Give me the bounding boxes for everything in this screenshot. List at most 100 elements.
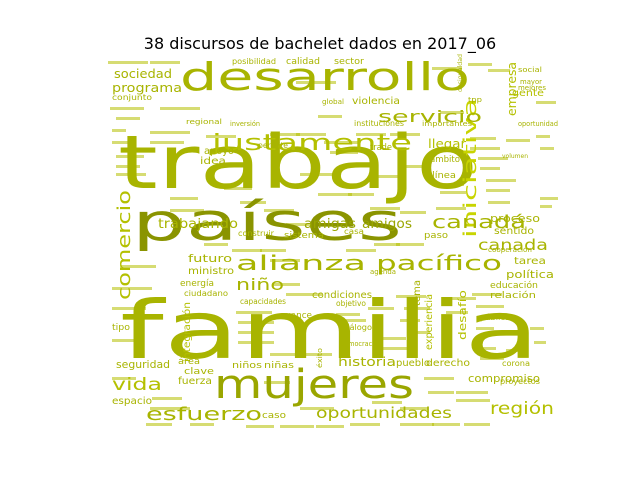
cloud-word: mejores [518,84,546,92]
filler-word-mark [356,133,386,136]
cloud-word: diálogo [342,323,372,332]
cloud-word: compromiso [468,372,540,385]
filler-word-mark [476,305,504,308]
cloud-word: niños [232,361,262,371]
filler-word-mark [506,349,522,352]
filler-word-mark [116,117,140,120]
cloud-word: desarrollo [180,55,470,99]
filler-word-mark [246,425,274,428]
filler-word-mark [400,211,426,214]
filler-word-mark [146,423,172,426]
cloud-word: pública [480,313,510,322]
filler-word-mark [440,183,464,186]
filler-word-mark [272,283,300,286]
cloud-word: espacio [112,396,152,407]
cloud-word: casa [344,227,364,236]
filler-word-mark [540,205,552,208]
filler-word-mark [380,347,414,350]
cloud-word: importantes [422,120,472,128]
filler-word-mark [224,187,252,190]
filler-word-mark [488,201,510,204]
cloud-word: posibilidad [232,57,276,66]
filler-word-mark [110,107,144,110]
cloud-word: oportunidades [316,404,452,422]
filler-word-mark [370,207,400,210]
filler-word-mark [238,321,274,324]
filler-word-mark [476,347,496,350]
filler-word-mark [348,193,374,196]
filler-word-mark [472,293,502,296]
filler-word-mark [470,137,496,140]
filler-word-mark [170,197,198,200]
filler-word-mark [396,295,426,298]
cloud-word: ciudadano [184,289,228,298]
cloud-word: democracia [340,340,378,348]
filler-word-mark [270,353,304,356]
filler-word-mark [424,377,454,380]
filler-word-mark [238,341,274,344]
cloud-word: futuro [188,252,232,265]
cloud-word: sociedad [114,67,172,81]
cloud-word: inversión [230,120,260,128]
cloud-word: sector [334,57,364,67]
cloud-word: tpp [468,96,483,104]
filler-word-mark [432,67,462,70]
cloud-word: clave [184,367,215,377]
cloud-word: derecho [426,358,470,369]
filler-word-mark [286,223,316,226]
filler-word-mark [116,173,146,176]
cloud-word: avance [280,311,312,321]
filler-word-mark [486,189,510,192]
filler-word-mark [378,337,406,340]
filler-word-mark [534,341,546,344]
cloud-word: región [490,399,554,419]
filler-word-mark [318,115,342,118]
cloud-word: línea [432,171,456,181]
filler-word-mark [238,331,274,334]
cloud-word: proceso [490,212,540,225]
filler-word-mark [350,423,380,426]
filler-word-mark [150,61,180,64]
filler-word-mark [470,147,500,150]
filler-word-mark [404,307,430,310]
cloud-word: niño [236,275,284,294]
filler-word-mark [446,311,468,314]
cloud-word: educación [490,280,538,291]
filler-word-mark [478,157,508,160]
filler-word-mark [302,353,332,356]
filler-word-mark [150,141,184,144]
filler-word-mark [536,135,550,138]
cloud-word: política [506,268,554,281]
cloud-word: esfuerzo [146,404,262,425]
cloud-word: cooperación [488,246,532,254]
filler-word-mark [400,165,430,168]
filler-word-mark [286,293,322,296]
cloud-word: corona [502,359,530,368]
filler-word-mark [152,397,182,400]
cloud-word: integración [181,302,193,362]
filler-word-mark [116,165,140,168]
filler-word-mark [112,307,146,310]
cloud-word: paso [424,231,449,241]
filler-word-mark [206,135,236,138]
cloud-word: desigualdad [457,54,464,92]
cloud-word: empresa [505,62,519,116]
filler-word-mark [346,249,376,252]
cloud-word: trabajo [118,120,478,206]
filler-word-mark [410,331,430,334]
filler-word-mark [120,265,156,268]
cloud-word: sentido [494,226,534,237]
filler-word-mark [296,81,336,84]
cloud-word: desafío [456,290,469,340]
cloud-word: calidad [286,57,320,67]
cloud-word: tema [412,280,423,306]
filler-word-mark [428,391,454,394]
filler-word-mark [190,423,214,426]
filler-word-mark [112,287,152,290]
filler-word-mark [150,407,190,410]
cloud-word: relación [490,290,536,301]
filler-word-mark [506,139,530,142]
filler-word-mark [204,243,228,246]
cloud-word: comercio [114,190,135,300]
cloud-word: permite [258,141,288,150]
